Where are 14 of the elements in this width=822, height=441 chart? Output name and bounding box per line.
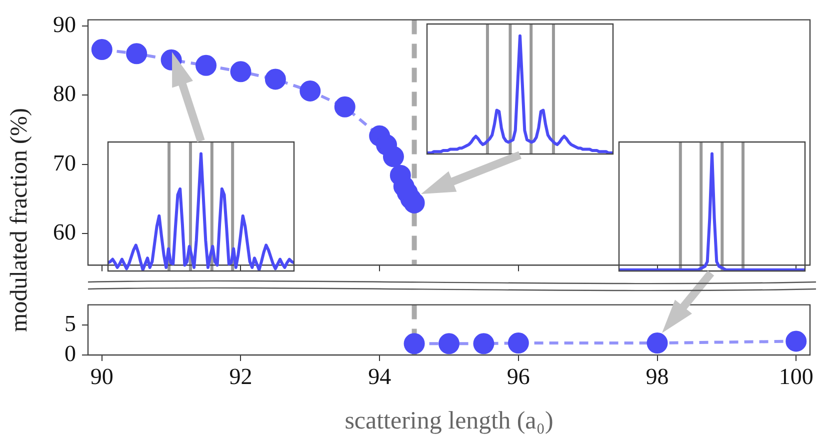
x-tick-label: 96: [506, 364, 530, 389]
x-tick-label: 90: [90, 364, 114, 389]
y-tick-label: 90: [53, 12, 76, 38]
y-tick-label: 70: [53, 150, 76, 176]
x-axis-title: scattering length (a₀): [344, 408, 554, 435]
x-tick-label: 94: [368, 364, 392, 389]
y-tick-label: 5: [64, 311, 76, 336]
x-tick-label: 92: [229, 364, 252, 389]
x-tick-label: 100: [778, 364, 814, 389]
y-tick-label: 60: [53, 219, 76, 244]
y-tick-label: 0: [64, 341, 76, 366]
x-tick-label: 98: [646, 364, 669, 389]
y-axis-title: modulated fraction (%): [6, 108, 34, 332]
y-tick-label: 80: [53, 81, 76, 106]
